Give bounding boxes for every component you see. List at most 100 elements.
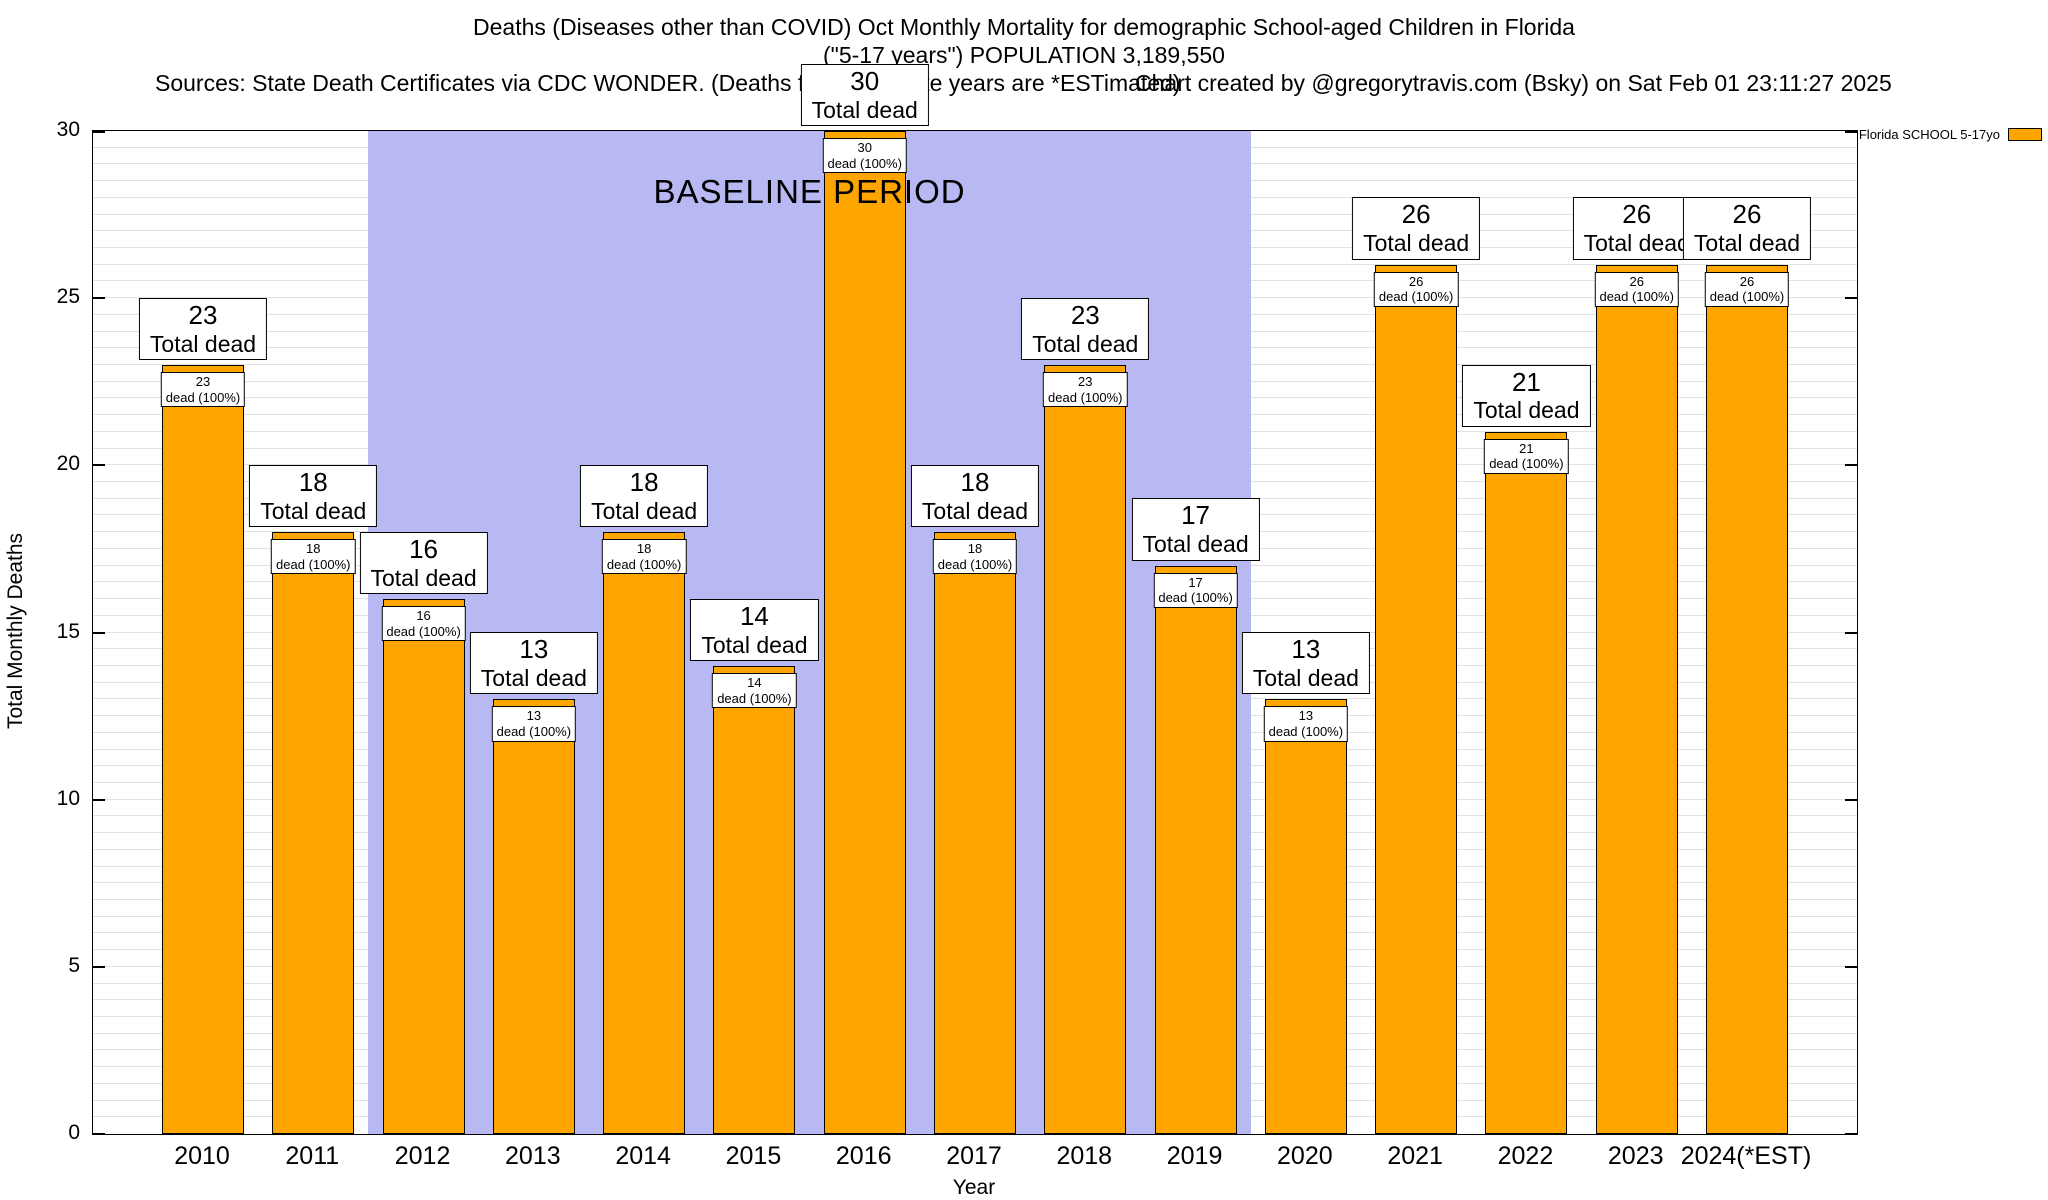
bar: [713, 665, 796, 1134]
bar-inner-value: 30: [857, 140, 872, 155]
bar-total-label: 18 Total dead: [249, 464, 378, 528]
y-axis-tick: [1845, 131, 1857, 133]
x-tick-label: 2015: [725, 1142, 782, 1170]
bar-inner-label: 18 dead (100%): [932, 539, 1018, 575]
bar-inner-label: 23 dead (100%): [160, 372, 246, 408]
x-tick-label: 2019: [1166, 1142, 1223, 1170]
x-axis-title: Year: [952, 1176, 996, 1199]
bar: [1154, 565, 1237, 1134]
chart-sources-note: Sources: State Death Certificates via CD…: [155, 70, 1181, 96]
chart-credit-note: Chart created by @gregorytravis.com (Bsk…: [1135, 70, 1892, 96]
bar-inner-label: 26 dead (100%): [1373, 271, 1459, 307]
y-tick-label: 5: [68, 953, 80, 977]
bar-inner-label: 18 dead (100%): [601, 539, 687, 575]
bar-total-text: Total dead: [370, 564, 477, 591]
y-tick-label: 10: [56, 786, 80, 810]
bar-total-value: 18: [298, 466, 328, 497]
y-axis-tick: [93, 798, 105, 801]
bar-total-label: 26 Total dead: [1682, 197, 1812, 260]
x-tick-label: 2023: [1607, 1142, 1664, 1170]
y-axis-tick: [1845, 464, 1857, 467]
x-tick-label: 2021: [1387, 1142, 1443, 1170]
bar-total-label: 17 Total dead: [1131, 498, 1260, 561]
y-axis-tick: [1845, 1133, 1857, 1135]
bar-total-value: 21: [1511, 366, 1541, 397]
bar-total-label: 26 Total dead: [1352, 197, 1481, 260]
bar: [1485, 431, 1568, 1134]
y-tick-label: 15: [56, 619, 80, 643]
bar-total-value: 18: [960, 466, 990, 497]
bar: [382, 599, 465, 1134]
bar-inner-text: dead (100%): [827, 155, 902, 171]
bar-total-value: 18: [629, 466, 659, 497]
bar-inner-text: dead (100%): [276, 556, 351, 572]
bar-total-value: 26: [1732, 199, 1762, 230]
bar-inner-value: 13: [526, 708, 542, 724]
bar-inner-label: 13 dead (100%): [491, 706, 577, 742]
bar-inner-label: 13 dead (100%): [1263, 706, 1349, 742]
x-tick-label: 2020: [1277, 1142, 1333, 1170]
legend-label: Florida SCHOOL 5-17yo: [1858, 127, 2000, 142]
y-tick-label: 20: [56, 452, 80, 476]
y-axis-tick: [1845, 798, 1857, 801]
bar-inner-text: dead (100%): [1378, 289, 1454, 305]
bar: [1375, 264, 1458, 1134]
bar: [1595, 264, 1678, 1134]
bar: [823, 131, 906, 1134]
y-axis-tick: [1845, 965, 1857, 968]
legend-swatch: [2008, 128, 2042, 141]
bar-total-value: 23: [188, 299, 218, 330]
baseline-period-annotation: BASELINE PERIOD: [653, 173, 966, 210]
bar-inner-text: dead (100%): [1048, 389, 1123, 405]
bar-total-label: 13 Total dead: [1241, 632, 1370, 695]
bar-inner-text: dead (100%): [606, 556, 682, 572]
bar-inner-text: dead (100%): [717, 690, 792, 706]
bar-inner-label: 21 dead (100%): [1484, 438, 1569, 475]
bar-inner-label: 30 dead (100%): [822, 138, 907, 174]
bar-inner-value: 23: [1078, 374, 1093, 390]
bar-total-value: 30: [850, 65, 880, 96]
bar-total-label: 23 Total dead: [1021, 297, 1150, 361]
x-tick-label: 2022: [1497, 1142, 1554, 1170]
plot-area: BASELINE PERIOD 23 Total dead 23 dead (100%…: [92, 63, 1858, 1135]
y-axis-tick: [93, 297, 105, 300]
bar-total-label: 18 Total dead: [910, 464, 1040, 528]
bar: [162, 365, 244, 1134]
bar-inner-value: 18: [306, 541, 321, 557]
bar-total-label: 16 Total dead: [359, 531, 488, 595]
bar-inner-value: 21: [1519, 440, 1534, 456]
y-axis-tick: [93, 965, 105, 968]
bar: [1264, 699, 1347, 1134]
bar-inner-value: 14: [747, 674, 762, 690]
bar-inner-value: 17: [1188, 574, 1203, 590]
bar-total-label: 21 Total dead: [1462, 364, 1591, 427]
y-axis-tick: [93, 1133, 105, 1135]
bar-inner-value: 13: [1298, 708, 1314, 724]
bar-inner-value: 26: [1408, 273, 1424, 289]
legend: Florida SCHOOL 5-17yo: [1859, 127, 2042, 142]
bar-inner-label: 18 dead (100%): [271, 539, 356, 575]
bar-total-text: Total dead: [1693, 230, 1801, 257]
bar-total-value: 13: [1291, 634, 1321, 665]
x-tick-label: 2014: [615, 1142, 671, 1170]
bar: [603, 532, 686, 1134]
bar-total-label: 13 Total dead: [469, 632, 598, 695]
x-tick-label: 2010: [174, 1142, 230, 1170]
x-tick-label: 2012: [394, 1142, 451, 1170]
bar-inner-text: dead (100%): [1489, 456, 1564, 472]
bar: [1044, 365, 1127, 1134]
bar-inner-value: 26: [1629, 273, 1644, 289]
bar-inner-value: 18: [967, 541, 983, 557]
y-tick-label: 30: [56, 118, 80, 141]
bar-total-text: Total dead: [1142, 531, 1249, 558]
bar-inner-label: 14 dead (100%): [712, 672, 797, 709]
bar-total-label: 26 Total dead: [1572, 197, 1701, 260]
y-axis-tick: [1845, 297, 1857, 300]
y-tick-label: 0: [68, 1121, 80, 1144]
x-tick-label: 2011: [285, 1142, 340, 1170]
bar-total-label: 30 Total dead: [800, 63, 929, 126]
bar-total-text: Total dead: [921, 497, 1029, 524]
x-tick-label: 2013: [505, 1142, 561, 1170]
bar-inner-text: dead (100%): [937, 556, 1013, 572]
bar-total-value: 13: [519, 634, 549, 665]
